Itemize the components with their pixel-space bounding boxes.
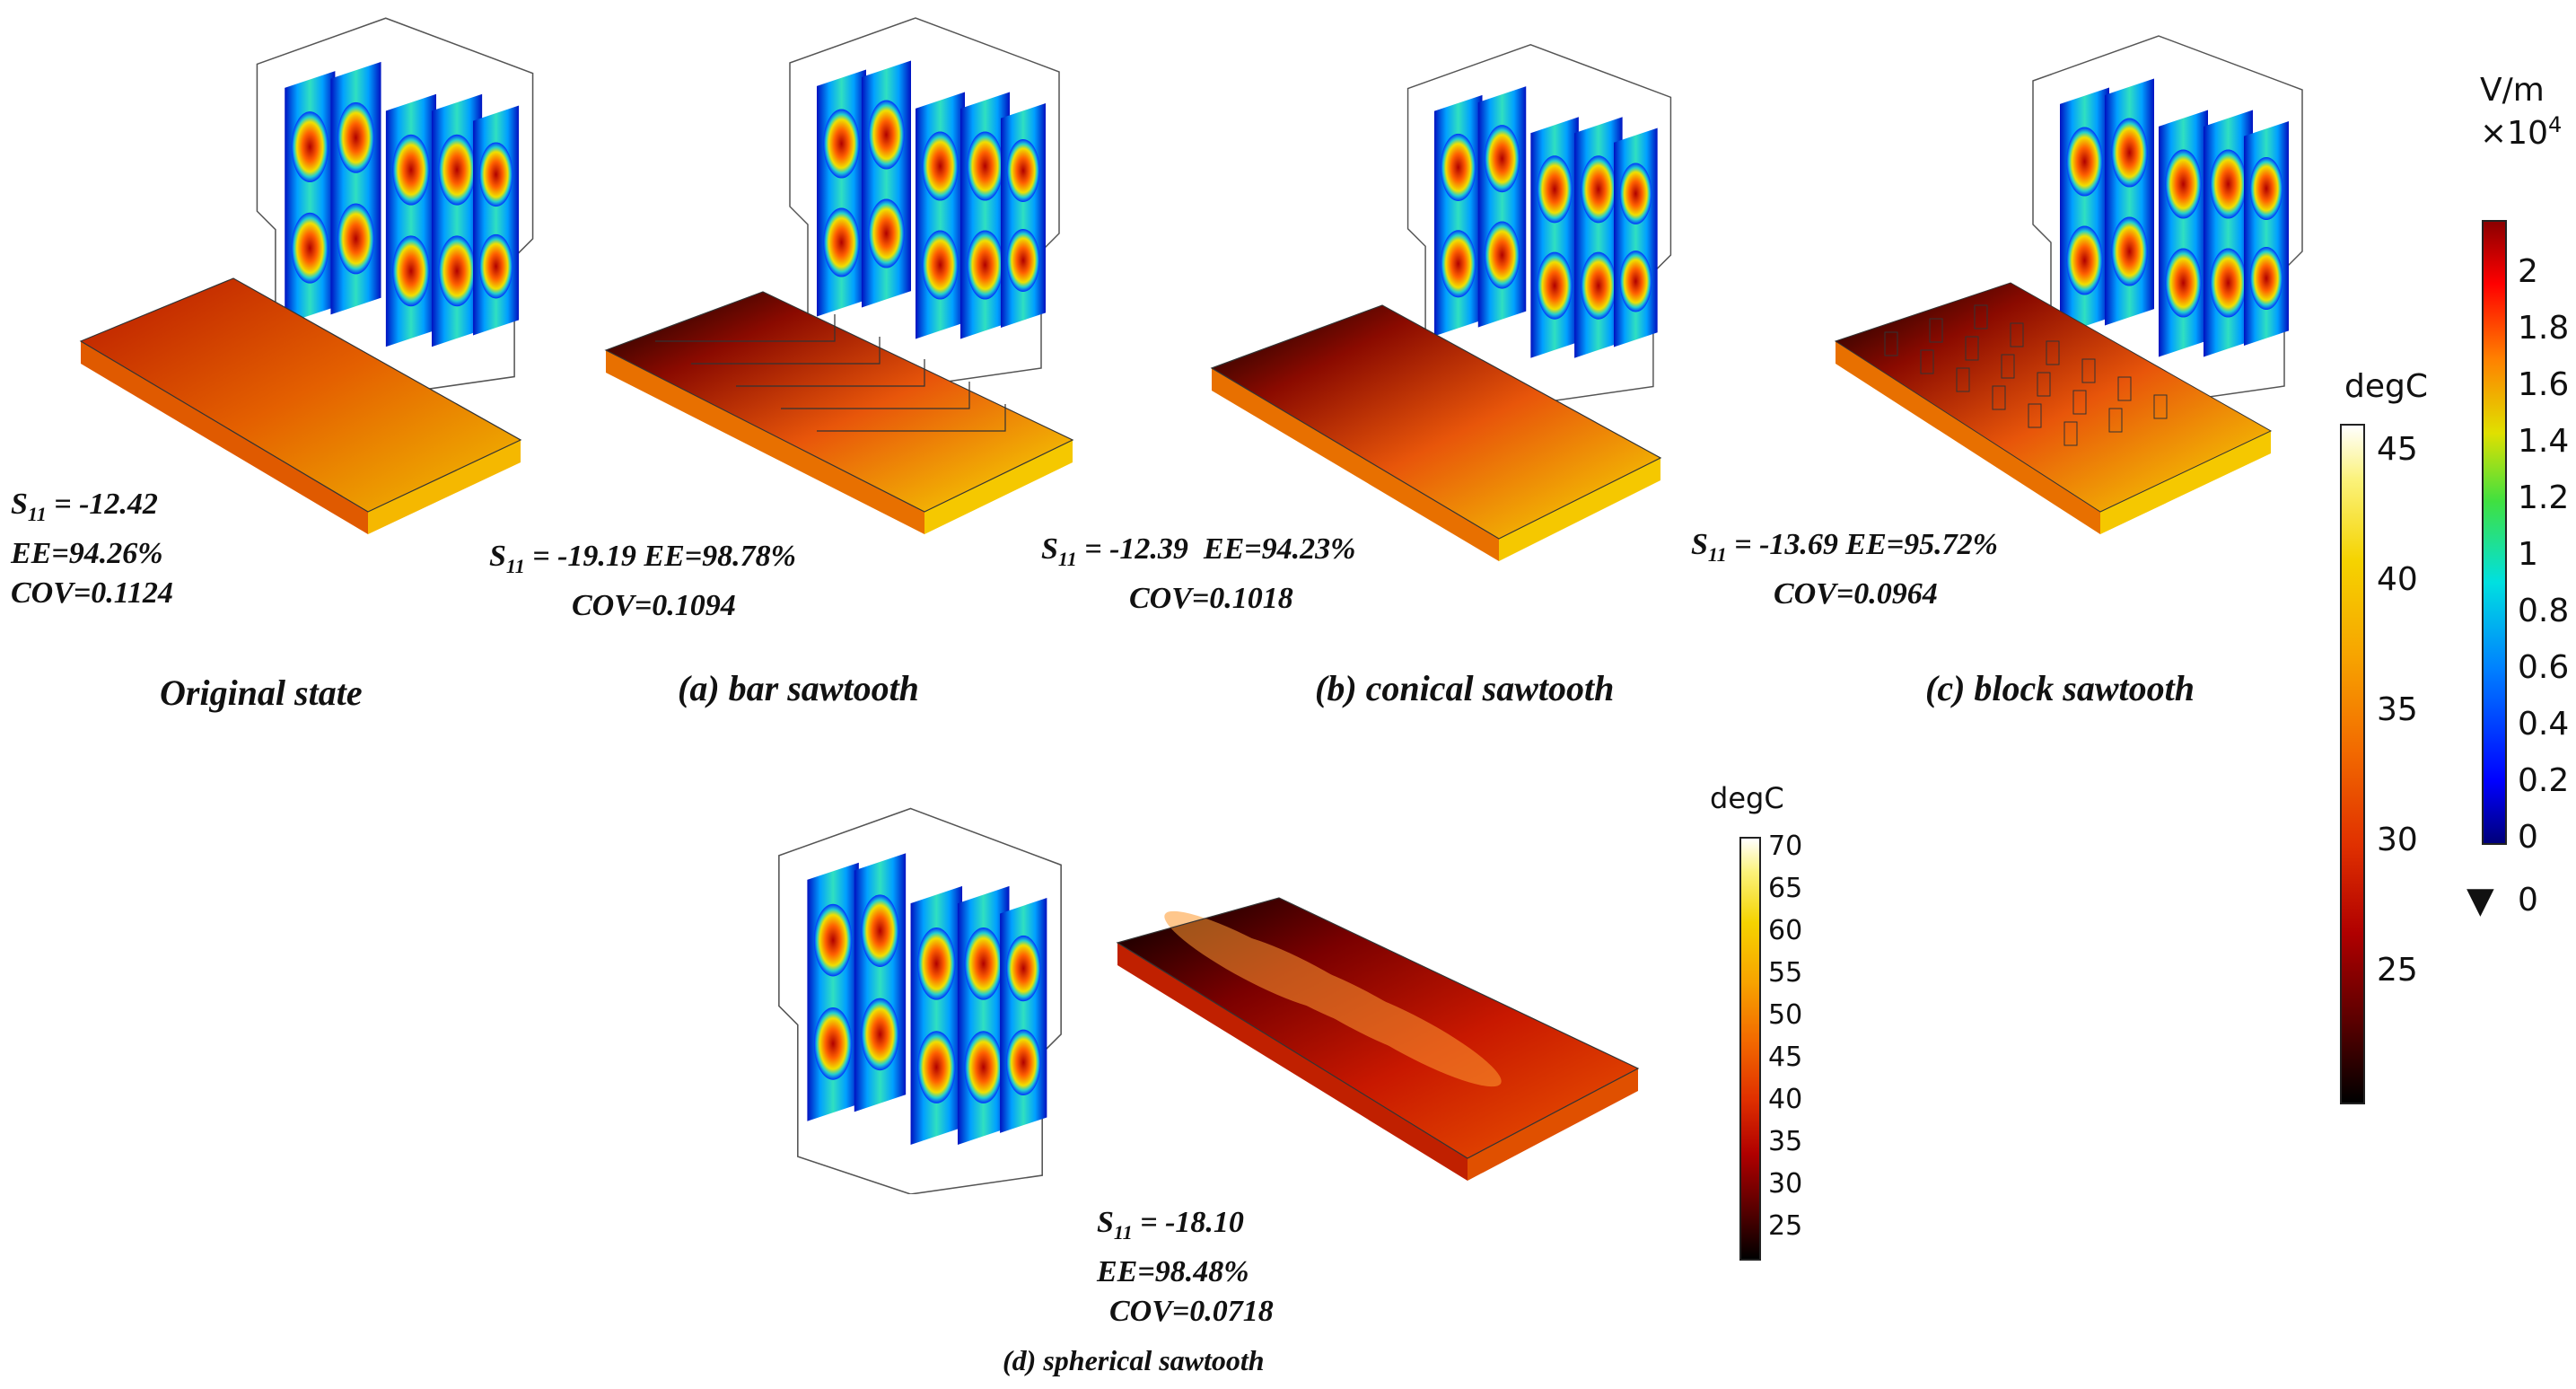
panel-original bbox=[54, 9, 574, 602]
panel-bar bbox=[601, 9, 1176, 584]
caption-bar: (a) bar sawtooth bbox=[678, 668, 919, 708]
efield-colorbar bbox=[2482, 220, 2507, 845]
panel-spherical bbox=[749, 799, 1674, 1248]
temp-bottom-tick-40: 40 bbox=[1768, 1084, 1803, 1115]
temp-bottom-tick-25: 25 bbox=[1768, 1210, 1803, 1242]
caption-spherical: (d) spherical sawtooth bbox=[1003, 1344, 1265, 1376]
efield-tick-1-4: 1.4 bbox=[2518, 423, 2570, 460]
temp-top-tick-35: 35 bbox=[2377, 691, 2418, 728]
temp-bottom-tick-60: 60 bbox=[1768, 915, 1803, 946]
temp-bottom-tick-55: 55 bbox=[1768, 957, 1803, 989]
efield-tick-0-4: 0.4 bbox=[2518, 706, 2570, 743]
temp-bottom-tick-70: 70 bbox=[1768, 831, 1803, 862]
efield-tick-1: 1 bbox=[2518, 536, 2538, 573]
efield-colorbar-unit: V/m bbox=[2480, 72, 2545, 109]
temp-bottom-tick-45: 45 bbox=[1768, 1042, 1803, 1073]
bar-model-figure bbox=[604, 9, 1074, 534]
temp-bottom-tick-50: 50 bbox=[1768, 999, 1803, 1031]
temp-bottom-tick-30: 30 bbox=[1768, 1168, 1803, 1200]
block-model-figure bbox=[1834, 27, 2334, 534]
temp-bottom-colorbar bbox=[1739, 837, 1761, 1261]
efield-min-value: 0 bbox=[2518, 882, 2538, 919]
temp-bottom-colorbar-title: degC bbox=[1710, 781, 1784, 815]
caption-original: Original state bbox=[160, 673, 363, 713]
efield-tick-0-8: 0.8 bbox=[2518, 593, 2570, 629]
efield-tick-2: 2 bbox=[2518, 253, 2538, 290]
temp-top-tick-25: 25 bbox=[2377, 952, 2418, 989]
spherical-model-figure bbox=[749, 799, 1640, 1248]
temp-top-colorbar bbox=[2340, 424, 2365, 1104]
temp-top-tick-40: 40 bbox=[2377, 561, 2418, 598]
efield-tick-1-6: 1.6 bbox=[2518, 366, 2570, 403]
original-metrics: S11 = -12.42 EE=94.26% COV=0.1124 bbox=[11, 488, 173, 610]
temp-bottom-tick-65: 65 bbox=[1768, 873, 1803, 904]
temp-top-colorbar-title: degC bbox=[2344, 368, 2428, 405]
efield-tick-0-6: 0.6 bbox=[2518, 649, 2570, 686]
efield-tick-0-2: 0.2 bbox=[2518, 762, 2570, 799]
panel-conical bbox=[1203, 36, 1705, 593]
panel-block bbox=[1831, 27, 2334, 584]
spherical-metrics: S11 = -18.10 EE=98.48% COV=0.0718 bbox=[1097, 1206, 1274, 1328]
efield-tick-1-2: 1.2 bbox=[2518, 479, 2570, 516]
efield-colorbar-scale: ×104 bbox=[2480, 112, 2563, 152]
caption-conical: (b) conical sawtooth bbox=[1315, 668, 1615, 708]
efield-tick-0: 0 bbox=[2518, 819, 2538, 856]
conical-metrics: S11 = -12.39 EE=94.23% COV=0.1018 bbox=[1041, 532, 1356, 615]
original-model-figure bbox=[79, 9, 574, 534]
temp-bottom-tick-35: 35 bbox=[1768, 1126, 1803, 1157]
efield-min-marker-icon: ▼ bbox=[2466, 880, 2494, 921]
temp-top-tick-30: 30 bbox=[2377, 822, 2418, 858]
block-metrics: S11 = -13.69 EE=95.72% COV=0.0964 bbox=[1691, 528, 1998, 611]
bar-metrics: S11 = -19.19 EE=98.78% COV=0.1094 bbox=[489, 540, 796, 622]
caption-block: (c) block sawtooth bbox=[1925, 668, 2195, 708]
conical-model-figure bbox=[1210, 36, 1705, 561]
efield-tick-1-8: 1.8 bbox=[2518, 310, 2570, 347]
temp-top-tick-45: 45 bbox=[2377, 431, 2418, 468]
